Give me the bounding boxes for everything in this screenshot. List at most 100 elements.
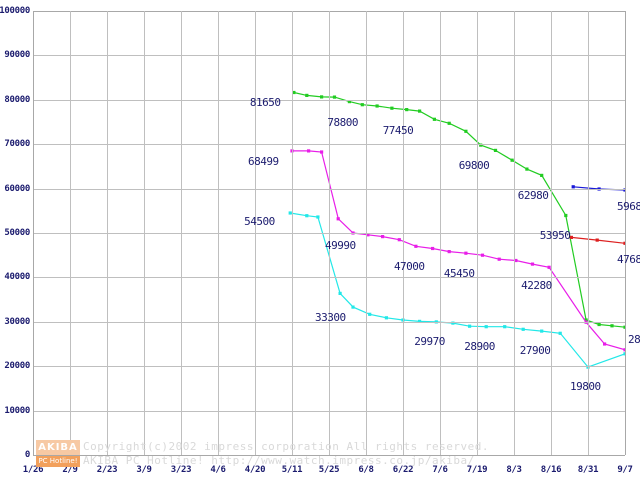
data-point-marker [432, 117, 436, 121]
data-point-marker [468, 324, 472, 328]
logo-akiba-band: AKIBA [36, 440, 80, 455]
data-point-marker [368, 312, 372, 316]
y-axis-tick-label: 70000 [4, 139, 30, 150]
grid-line-vertical [551, 11, 552, 455]
x-axis-tick-label: 5/25 [318, 465, 340, 475]
data-point-marker [493, 148, 498, 152]
data-point-marker [597, 322, 601, 327]
data-point-marker [320, 95, 324, 99]
data-point-marker [464, 251, 468, 255]
data-point-marker [307, 149, 311, 153]
data-value-label: 47000 [393, 260, 425, 274]
data-value-label: 29970 [414, 334, 445, 348]
data-point-marker [305, 93, 309, 97]
x-axis-tick-label: 6/22 [392, 465, 414, 475]
x-axis-tick-label: 2/9 [62, 465, 78, 475]
grid-line-vertical [33, 11, 34, 455]
data-point-marker [510, 158, 514, 162]
data-point-marker [558, 331, 562, 335]
data-value-label: 77450 [382, 123, 414, 137]
data-value-label: 33300 [315, 311, 346, 325]
data-point-marker [384, 316, 388, 320]
akiba-logo: AKIBA PC Hotline! [36, 440, 80, 468]
data-point-marker [390, 106, 394, 110]
data-point-marker [623, 188, 625, 192]
series-cyan-series [288, 211, 625, 369]
data-point-marker [351, 305, 355, 309]
y-axis-tick-label: 80000 [4, 94, 30, 105]
data-point-marker [569, 235, 573, 239]
series-line [290, 212, 625, 368]
data-point-marker [447, 250, 451, 254]
data-point-marker [405, 108, 409, 112]
data-point-marker [564, 213, 568, 218]
data-point-marker [336, 217, 340, 221]
data-point-marker [521, 327, 525, 331]
x-axis-tick-label: 9/7 [617, 465, 633, 475]
grid-line-vertical [588, 11, 589, 455]
data-point-marker [451, 321, 455, 325]
x-axis-tick-label: 8/3 [506, 465, 522, 475]
y-axis-tick-label: 10000 [4, 405, 30, 416]
data-point-marker [623, 241, 625, 245]
x-axis-tick-label: 4/6 [210, 465, 226, 475]
copyright-line: Copyright(c)2002 impress corporation All… [83, 440, 489, 453]
x-axis-tick-label: 2/23 [96, 465, 118, 475]
data-point-marker [503, 325, 507, 329]
x-axis-tick-label: 1/26 [22, 465, 44, 475]
data-point-marker [288, 211, 292, 215]
data-point-marker [540, 173, 544, 177]
data-point-marker [497, 257, 501, 261]
grid-line-vertical [255, 11, 256, 455]
data-point-marker [338, 291, 342, 295]
data-point-marker [397, 238, 401, 242]
data-value-label: 28900 [464, 339, 495, 353]
grid-line-vertical [70, 11, 71, 455]
data-value-label: 27900 [519, 344, 551, 358]
grid-line-vertical [366, 11, 367, 455]
data-point-marker [347, 100, 351, 104]
watermark: AKIBA PC Hotline! Copyright(c)2002 impre… [33, 440, 633, 474]
site-url-line: AKIBA PC Hotline! http://www.watch.impre… [83, 454, 475, 467]
data-point-marker [464, 129, 468, 133]
grid-line-vertical [107, 11, 108, 455]
data-point-marker [414, 244, 418, 248]
data-value-label: 49990 [325, 239, 356, 253]
data-value-label: 68499 [248, 154, 279, 168]
data-point-marker [623, 325, 625, 329]
grid-line-vertical [403, 11, 404, 455]
data-value-label: 81650 [249, 96, 281, 110]
data-point-marker [381, 235, 385, 239]
data-value-label: 62980 [517, 189, 549, 203]
data-point-marker [597, 187, 601, 191]
y-axis-tick-label: 0 [24, 450, 30, 460]
data-point-marker [603, 342, 607, 346]
grid-line-vertical [477, 11, 478, 455]
grid-line-vertical [514, 11, 515, 455]
grid-line-vertical [292, 11, 293, 455]
data-value-label: 59680 [617, 200, 640, 214]
y-axis-tick-label: 50000 [4, 228, 30, 238]
data-point-marker [320, 150, 324, 154]
grid-line-vertical [440, 11, 441, 455]
data-point-marker [530, 262, 535, 266]
x-axis-tick-label: 6/8 [358, 465, 374, 475]
x-axis-tick-label: 8/16 [540, 465, 562, 475]
data-point-marker [375, 104, 379, 108]
data-point-marker [525, 167, 529, 171]
data-value-label: 54500 [244, 215, 275, 229]
y-axis-tick-label: 100000 [0, 6, 30, 16]
series-red-series [569, 235, 625, 245]
data-point-marker [571, 185, 575, 189]
data-value-label: 78800 [327, 115, 358, 129]
data-point-marker [623, 348, 625, 352]
data-point-marker [366, 233, 370, 237]
data-value-label: 47680 [617, 253, 640, 267]
data-point-marker [480, 253, 485, 257]
data-point-marker [431, 246, 435, 251]
grid-line-vertical [625, 11, 626, 455]
y-axis-tick-label: 40000 [4, 272, 30, 283]
logo-pchotline-band: PC Hotline! [36, 456, 80, 467]
data-point-marker [610, 324, 614, 328]
